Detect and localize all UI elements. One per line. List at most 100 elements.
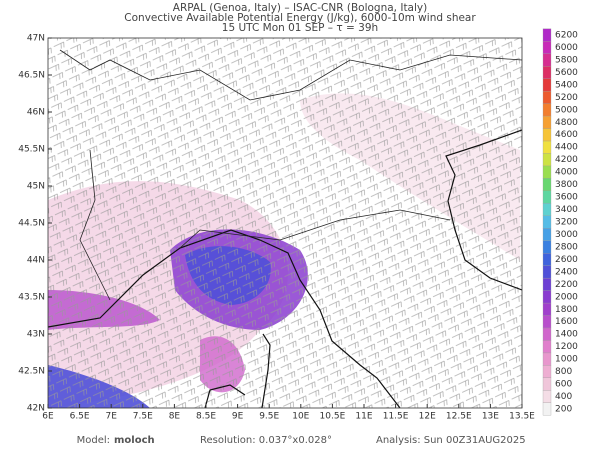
colorbar-cell	[542, 302, 552, 316]
x-tick-label: 12.5E	[446, 412, 472, 422]
colorbar-label: 5600	[555, 68, 578, 78]
colorbar-cell	[542, 253, 552, 266]
x-tick-label: 6E	[42, 412, 54, 422]
x-tick-label: 8E	[169, 412, 181, 422]
x-tick-label: 10E	[292, 412, 309, 422]
x-tick-label: 10.5E	[320, 412, 346, 422]
y-tick-label: 43N	[27, 330, 45, 340]
y-tick-label: 45N	[27, 182, 45, 192]
y-tick-label: 47N	[27, 34, 45, 44]
colorbar-cell	[542, 203, 552, 216]
colorbar-cell	[542, 128, 552, 142]
colorbar-cell	[542, 277, 552, 291]
x-tick-label: 9E	[232, 412, 244, 422]
plot-area	[48, 38, 522, 408]
colorbar-label: 3000	[555, 230, 578, 240]
colorbar-label: 1600	[555, 317, 578, 327]
colorbar-label: 200	[555, 405, 572, 415]
colorbar-cell	[542, 178, 552, 191]
colorbar-label: 4200	[555, 155, 578, 165]
colorbar-cell	[542, 315, 552, 329]
x-tick-label: 13E	[482, 412, 499, 422]
colorbar-cell	[542, 377, 552, 391]
colorbar-label: 1800	[555, 305, 578, 315]
colorbar-label: 3600	[555, 193, 578, 203]
colorbar-cell	[542, 265, 552, 279]
colorbar-cell	[542, 340, 552, 354]
colorbar-label: 4600	[555, 130, 578, 140]
y-tick-label: 43.5N	[18, 293, 45, 303]
y-tick-label: 46.5N	[18, 71, 45, 81]
y-tick-label: 44N	[27, 256, 45, 266]
y-tick-label: 42N	[27, 404, 45, 414]
colorbar-label: 4400	[555, 143, 578, 153]
border	[59, 49, 522, 101]
colorbar-cell	[542, 140, 552, 154]
footer-model: moloch	[114, 435, 155, 446]
colorbar-label: 2600	[555, 255, 578, 265]
x-tick-label: 8.5E	[196, 412, 216, 422]
colorbar-cell	[542, 327, 552, 341]
y-tick-label: 45.5N	[18, 145, 45, 155]
title-line: 15 UTC Mon 01 SEP – τ = 39h	[222, 22, 378, 34]
y-tick-label: 42.5N	[18, 367, 45, 377]
footer-resolution: Resolution: 0.037°x0.028°	[200, 435, 332, 446]
x-tick-label: 11.5E	[383, 412, 409, 422]
footer-label: Model:	[77, 435, 110, 446]
x-tick-label: 7E	[105, 412, 117, 422]
title-line: ARPAL (Genoa, Italy) – ISAC-CNR (Bologna…	[173, 2, 427, 14]
colorbar-cell	[542, 153, 552, 167]
coastline	[48, 229, 401, 408]
colorbar-label: 3400	[555, 205, 578, 215]
x-tick-label: 6.5E	[70, 412, 90, 422]
colorbar-label: 1400	[555, 330, 578, 340]
colorbar-label: 2000	[555, 292, 578, 302]
colorbar-cell	[542, 402, 552, 416]
coastline	[445, 129, 522, 291]
colorbar-label: 3200	[555, 218, 578, 228]
colorbar-label: 5200	[555, 93, 578, 103]
colorbar-label: 5000	[555, 105, 578, 115]
coastline	[204, 333, 271, 408]
x-tick-label: 12E	[419, 412, 436, 422]
x-tick-label: 9.5E	[259, 412, 279, 422]
colorbar-cell	[542, 365, 552, 378]
colorbar-cell	[542, 53, 552, 67]
x-tick-label: 11E	[355, 412, 372, 422]
x-tick-label: 13.5E	[509, 412, 535, 422]
colorbar-label: 4800	[555, 118, 578, 128]
colorbar-cell	[542, 103, 552, 117]
colorbar-label: 1200	[555, 342, 578, 352]
colorbar-label: 5400	[555, 80, 578, 90]
colorbar-label: 600	[555, 380, 572, 390]
colorbar-cell	[542, 165, 552, 179]
footer-analysis: Analysis: Sun 00Z31AUG2025	[376, 435, 526, 446]
colorbar-cell	[542, 66, 552, 79]
colorbar-label: 5800	[555, 55, 578, 65]
colorbar-label: 400	[555, 392, 572, 402]
colorbar-cell	[542, 390, 552, 403]
colorbar-cell	[542, 41, 552, 54]
colorbar-cell	[542, 215, 552, 229]
colorbar-cell	[542, 190, 552, 204]
title-line: Convective Available Potential Energy (J…	[124, 12, 476, 24]
x-tick-label: 7.5E	[133, 412, 153, 422]
border	[79, 149, 451, 301]
colorbar-label: 1000	[555, 355, 578, 365]
colorbar-cell	[542, 115, 552, 129]
colorbar-label: 2400	[555, 267, 578, 277]
colorbar-cell	[542, 28, 552, 42]
colorbar-cell	[542, 352, 552, 366]
colorbar-cell	[542, 228, 552, 241]
y-tick-label: 46N	[27, 108, 45, 118]
y-tick-label: 44.5N	[18, 219, 45, 229]
colorbar-label: 4000	[555, 168, 578, 178]
colorbar-label: 3800	[555, 180, 578, 190]
wind-barbs	[48, 38, 522, 408]
colorbar-label: 2800	[555, 242, 578, 252]
colorbar-cell	[542, 78, 552, 92]
colorbar-label: 800	[555, 367, 572, 377]
colorbar-label: 2200	[555, 280, 578, 290]
